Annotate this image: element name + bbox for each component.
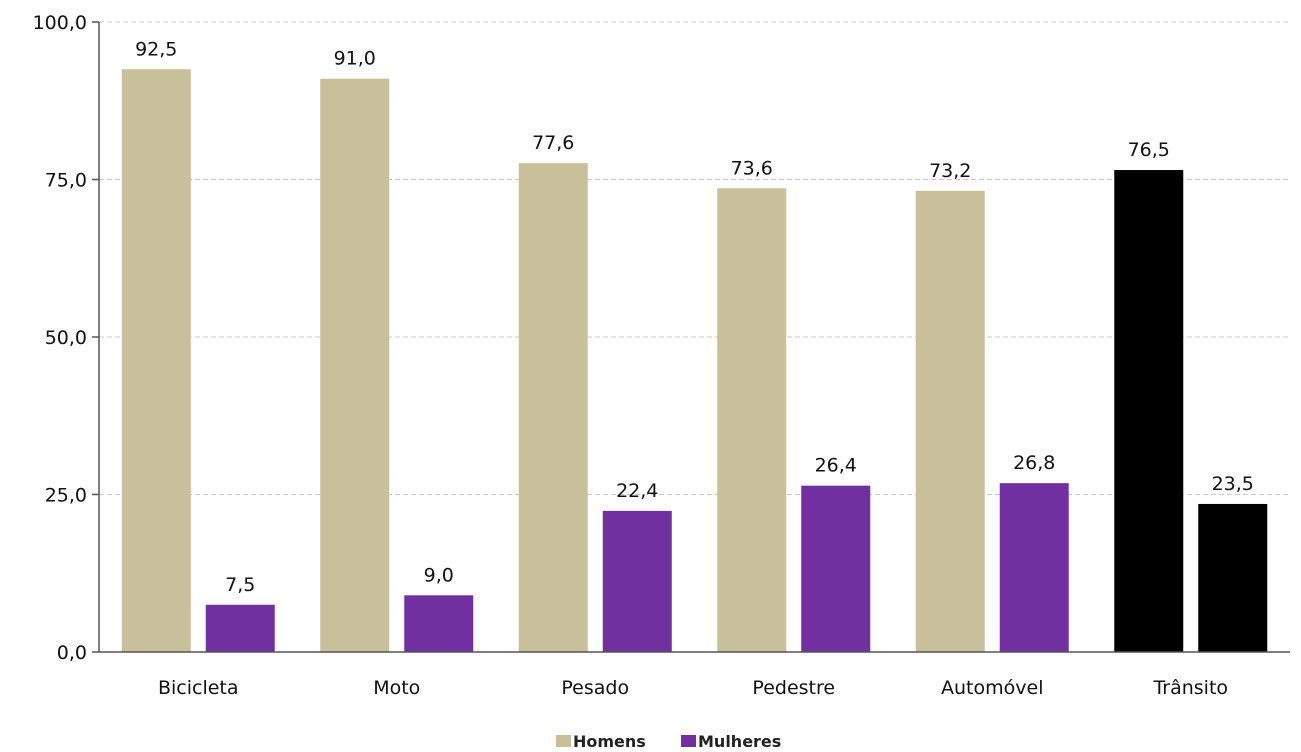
category-label: Bicicleta [158, 677, 239, 699]
category-label: Pesado [561, 677, 629, 699]
category-label: Automóvel [941, 677, 1043, 699]
y-tick-label: 0,0 [57, 642, 87, 664]
bar-mulheres-4 [999, 483, 1069, 652]
bar-homens-0 [121, 69, 191, 652]
y-axis-ticks: 0,0 25,0 50,0 75,0 100,0 [33, 12, 99, 664]
bar-homens-3 [717, 188, 787, 652]
bar-homens-1 [320, 78, 390, 652]
gridlines [99, 21, 1290, 495]
y-tick-label: 75,0 [45, 170, 87, 192]
bar-mulheres-0 [205, 604, 275, 652]
legend-swatch [556, 735, 571, 747]
data-label: 7,5 [225, 574, 255, 596]
data-label: 91,0 [334, 48, 376, 70]
category-label: Pedestre [752, 677, 835, 699]
bar-mulheres-3 [801, 485, 871, 652]
legend: Homens Mulheres [556, 732, 781, 751]
data-label: 23,5 [1212, 473, 1254, 495]
y-tick-label: 25,0 [45, 485, 87, 507]
data-label: 26,8 [1013, 452, 1055, 474]
legend-label: Homens [573, 732, 646, 751]
bar-mulheres-5 [1198, 503, 1268, 652]
category-label: Moto [373, 677, 420, 699]
data-label: 26,4 [815, 455, 857, 477]
y-tick-label: 50,0 [45, 327, 87, 349]
y-tick-label: 100,0 [33, 12, 87, 34]
data-label: 22,4 [616, 480, 658, 502]
bar-mulheres-1 [404, 595, 474, 652]
bar-homens-2 [518, 163, 588, 652]
data-label: 73,6 [731, 157, 773, 179]
data-label: 92,5 [135, 38, 177, 60]
data-label: 73,2 [929, 160, 971, 182]
bar-homens-4 [915, 190, 985, 652]
category-label: Trânsito [1152, 677, 1228, 699]
bars [121, 69, 1268, 653]
category-labels: Bicicleta Moto Pesado Pedestre Automóvel Trân… [158, 677, 1228, 699]
data-labels: 92,5 7,5 91,0 9,0 77,6 22,4 73,6 26,4 73,2 26,8 76… [135, 38, 1254, 596]
data-label: 77,6 [532, 132, 574, 154]
bar-mulheres-2 [602, 510, 672, 652]
bar-homens-5 [1114, 170, 1184, 653]
data-label: 76,5 [1128, 139, 1170, 161]
legend-label: Mulheres [698, 732, 781, 751]
data-label: 9,0 [424, 564, 454, 586]
legend-swatch [681, 735, 696, 747]
